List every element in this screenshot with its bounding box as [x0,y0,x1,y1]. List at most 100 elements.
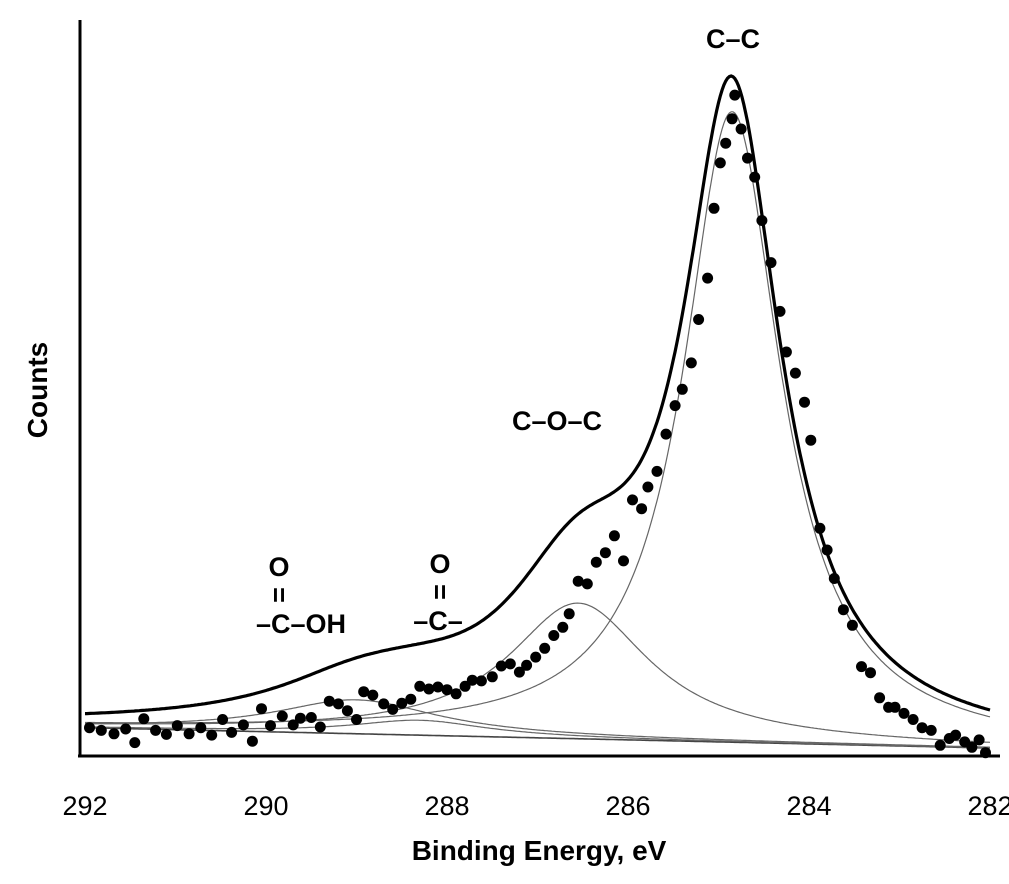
data-point [950,729,962,741]
data-point [548,630,560,641]
data-point [387,703,399,715]
data-point [642,481,654,493]
label-c-c: C–C [706,24,760,54]
data-point [828,573,840,584]
fit-component-peak [85,602,991,743]
data-point [378,698,390,710]
fit-envelope-line [85,74,991,716]
data-point [685,357,697,369]
data-point [916,722,928,734]
data-point [305,712,317,723]
data-point [150,724,162,736]
data-point [323,695,335,707]
data-point [780,346,792,358]
data-point [799,396,810,408]
data-point [789,367,801,379]
x-tick-label: 292 [62,791,107,821]
data-point [865,667,876,679]
data-point [702,272,714,284]
data-point [720,137,732,149]
data-point [774,305,786,317]
data-point [521,659,533,671]
data-point [226,726,238,738]
data-point [441,684,453,696]
data-point [405,693,417,705]
x-tick-label: 286 [605,791,650,821]
data-point [129,737,141,749]
x-axis-label: Binding Energy, eV [412,835,667,866]
data-point [195,722,207,734]
data-point [432,681,444,693]
data-point [171,720,183,732]
data-point [466,674,478,686]
data-point [367,689,379,701]
data-point [513,666,525,678]
data-point [729,89,741,101]
data-point [837,604,849,616]
data-point [966,741,978,753]
data-point [856,661,867,673]
x-tick-label: 290 [243,791,288,821]
data-point [693,314,705,325]
data-point [676,383,688,395]
x-tick-label: 284 [786,791,831,821]
x-tick-label: 288 [424,791,469,821]
data-point [84,722,95,734]
data-point [805,434,817,446]
label-carbonyl-o: O [429,549,450,579]
data-point [651,465,663,477]
label-carboxyl-o: O [268,552,289,582]
data-point [276,710,288,722]
data-point [608,530,620,542]
data-point [351,714,362,725]
data-point [874,692,886,704]
data-point [246,735,258,747]
data-point [563,608,575,620]
data-point [332,698,344,710]
data-point [814,522,826,534]
label-carboxyl-double-bond: = [264,587,294,603]
data-point [294,712,306,724]
data-point [183,728,195,740]
data-point [714,157,726,169]
data-point [669,400,681,412]
data-point [475,675,487,687]
data-point [581,578,593,590]
label-carbonyl-c: –C– [413,606,463,636]
data-point [846,619,858,631]
data-point [660,428,672,440]
label-carboxyl: O = –C–OH [256,552,346,639]
label-carboxyl-c-oh: –C–OH [256,609,346,639]
data-point [396,697,408,709]
data-point [160,728,172,740]
data-point [765,257,777,269]
fit-component-peak [85,699,991,748]
data-point [726,113,738,125]
fit-components [84,111,991,749]
data-point [756,215,768,226]
data-point [821,544,833,556]
data-point [256,703,267,715]
data-point [708,202,720,214]
data-point [618,555,629,567]
data-point [108,728,120,740]
data-point [898,707,910,719]
data-point [217,714,229,725]
x-axis-ticks: 292 290 288 286 284 282 [62,791,1009,821]
data-point [423,683,435,695]
data-point [138,713,150,725]
data-point [486,671,498,683]
data-point [120,723,132,735]
data-point [557,621,569,633]
data-point [973,734,985,746]
data-point [735,123,747,135]
data-point [749,171,761,183]
data-point [925,724,937,736]
data-point [265,720,276,732]
data-point [95,724,107,736]
data-point [889,701,901,713]
data-point [934,739,946,751]
data-point [907,714,919,725]
label-carbonyl-double-bond: = [425,584,455,600]
